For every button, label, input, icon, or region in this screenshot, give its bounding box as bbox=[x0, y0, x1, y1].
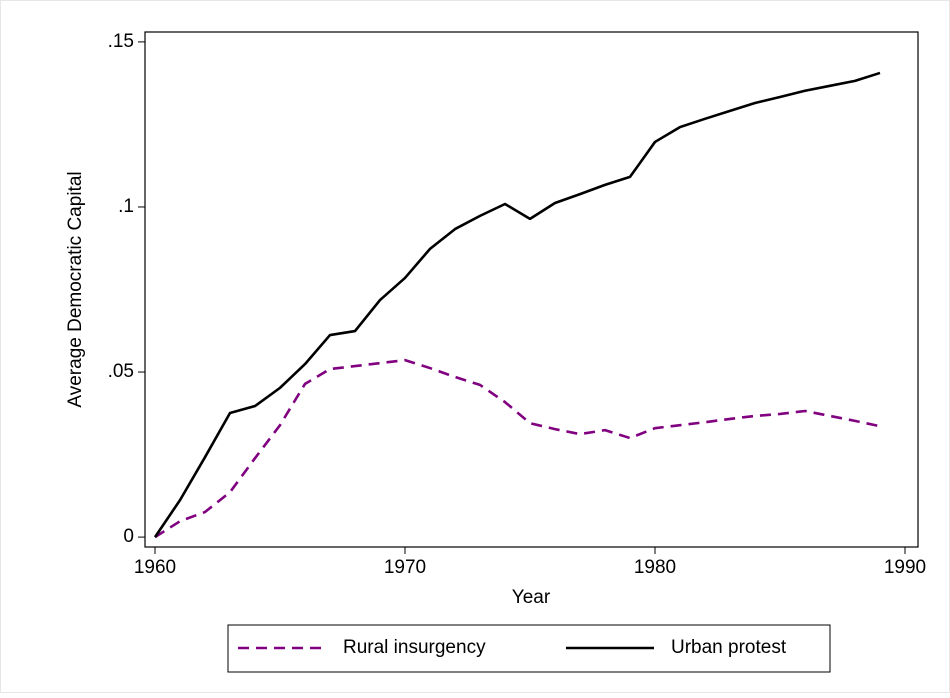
y-axis-label: Average Democratic Capital bbox=[65, 171, 86, 407]
x-tick-label: 1970 bbox=[384, 557, 426, 578]
y-tick-label: .05 bbox=[108, 361, 134, 382]
series-line bbox=[153, 71, 881, 538]
legend-box bbox=[227, 624, 831, 673]
series-line bbox=[154, 358, 881, 539]
x-tick-label: 1980 bbox=[634, 557, 676, 578]
x-tick-label: 1960 bbox=[134, 557, 176, 578]
legend-label: Urban protest bbox=[671, 637, 787, 658]
x-tick-label: 1990 bbox=[884, 557, 926, 578]
y-tick-label: .15 bbox=[108, 31, 134, 52]
plot-frame bbox=[144, 31, 919, 548]
x-axis-label: Year bbox=[512, 587, 551, 608]
y-tick-label: 0 bbox=[123, 526, 134, 547]
y-tick-label: .1 bbox=[118, 196, 134, 217]
legend-label: Rural insurgency bbox=[343, 637, 486, 658]
